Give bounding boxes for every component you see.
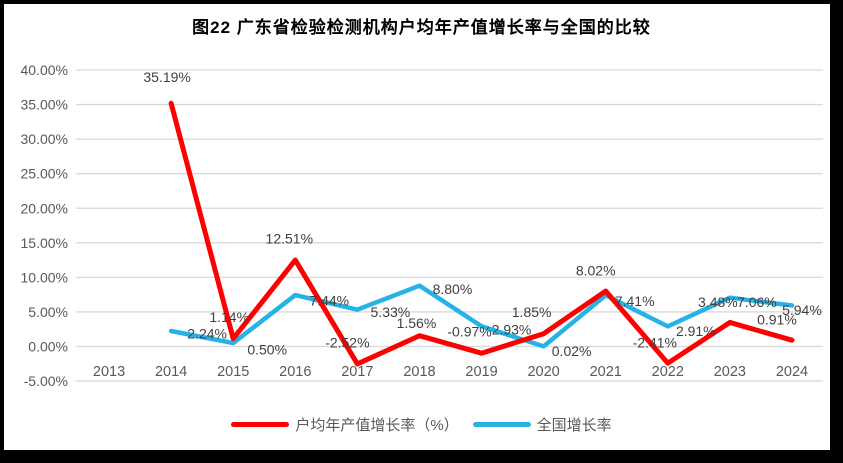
- data-label: 7.44%: [309, 293, 349, 309]
- data-label: 7.41%: [615, 293, 655, 309]
- y-axis-tick: -5.00%: [24, 373, 68, 389]
- y-axis-tick: 20.00%: [21, 200, 68, 216]
- data-label: 5.94%: [782, 302, 822, 318]
- data-label: 3.48%: [698, 294, 738, 310]
- data-label: 0.02%: [552, 343, 592, 359]
- data-label: 8.02%: [576, 263, 616, 279]
- chart-title: 图22 广东省检验检测机构户均年产值增长率与全国的比较: [192, 18, 651, 37]
- data-label: 12.51%: [266, 231, 313, 247]
- data-label: 5.33%: [371, 304, 411, 320]
- y-axis-tick: 10.00%: [21, 269, 68, 285]
- x-axis-tick: 2023: [714, 364, 746, 380]
- data-label: -2.41%: [633, 335, 677, 351]
- x-axis-tick: 2022: [652, 364, 684, 380]
- x-axis-tick: 2016: [279, 364, 311, 380]
- x-axis-tick: 2020: [527, 364, 559, 380]
- data-label: 8.80%: [433, 281, 473, 297]
- x-axis-tick: 2013: [93, 364, 125, 380]
- series-line-0: [168, 100, 795, 367]
- y-axis-tick: 40.00%: [21, 62, 68, 78]
- y-axis-tick: 25.00%: [21, 166, 68, 182]
- data-label: 1.56%: [397, 315, 437, 331]
- x-axis-tick: 2017: [341, 364, 373, 380]
- y-axis-tick: 35.00%: [21, 97, 68, 113]
- data-label: 0.91%: [757, 312, 797, 328]
- data-label: 1.14%: [209, 309, 249, 325]
- x-axis-tick: 2014: [155, 364, 187, 380]
- data-label: 1.85%: [512, 304, 552, 320]
- blue-line-swatch-icon: [472, 422, 531, 427]
- data-label: 0.50%: [247, 342, 287, 358]
- x-axis-tick: 2024: [776, 364, 808, 380]
- legend-item-guangdong: 户均年产值增长率（%）: [231, 414, 459, 435]
- y-axis-tick: 0.00%: [28, 339, 68, 355]
- data-label: -0.97%: [447, 324, 491, 340]
- y-axis-tick: 5.00%: [28, 304, 68, 320]
- data-label: 2.93%: [492, 322, 532, 338]
- data-label: 7.06%: [737, 294, 777, 310]
- data-label: 2.24%: [187, 326, 227, 342]
- data-label: -2.52%: [325, 334, 369, 350]
- x-axis-tick: 2015: [217, 364, 249, 380]
- series-line-1: [168, 283, 795, 349]
- y-axis-tick: 15.00%: [21, 235, 68, 251]
- y-axis-tick: 30.00%: [21, 131, 68, 147]
- legend-label-guangdong: 户均年产值增长率（%）: [295, 417, 459, 434]
- legend-label-national: 全国增长率: [536, 417, 612, 434]
- data-label: 35.19%: [143, 69, 190, 85]
- chart-legend: 户均年产值增长率（%） 全国增长率: [0, 414, 843, 435]
- data-label: 2.91%: [676, 323, 716, 339]
- x-axis-tick: 2018: [403, 364, 435, 380]
- x-axis-tick: 2021: [590, 364, 622, 380]
- red-line-swatch-icon: [231, 422, 290, 427]
- x-axis-tick: 2019: [465, 364, 497, 380]
- legend-item-national: 全国增长率: [472, 414, 612, 435]
